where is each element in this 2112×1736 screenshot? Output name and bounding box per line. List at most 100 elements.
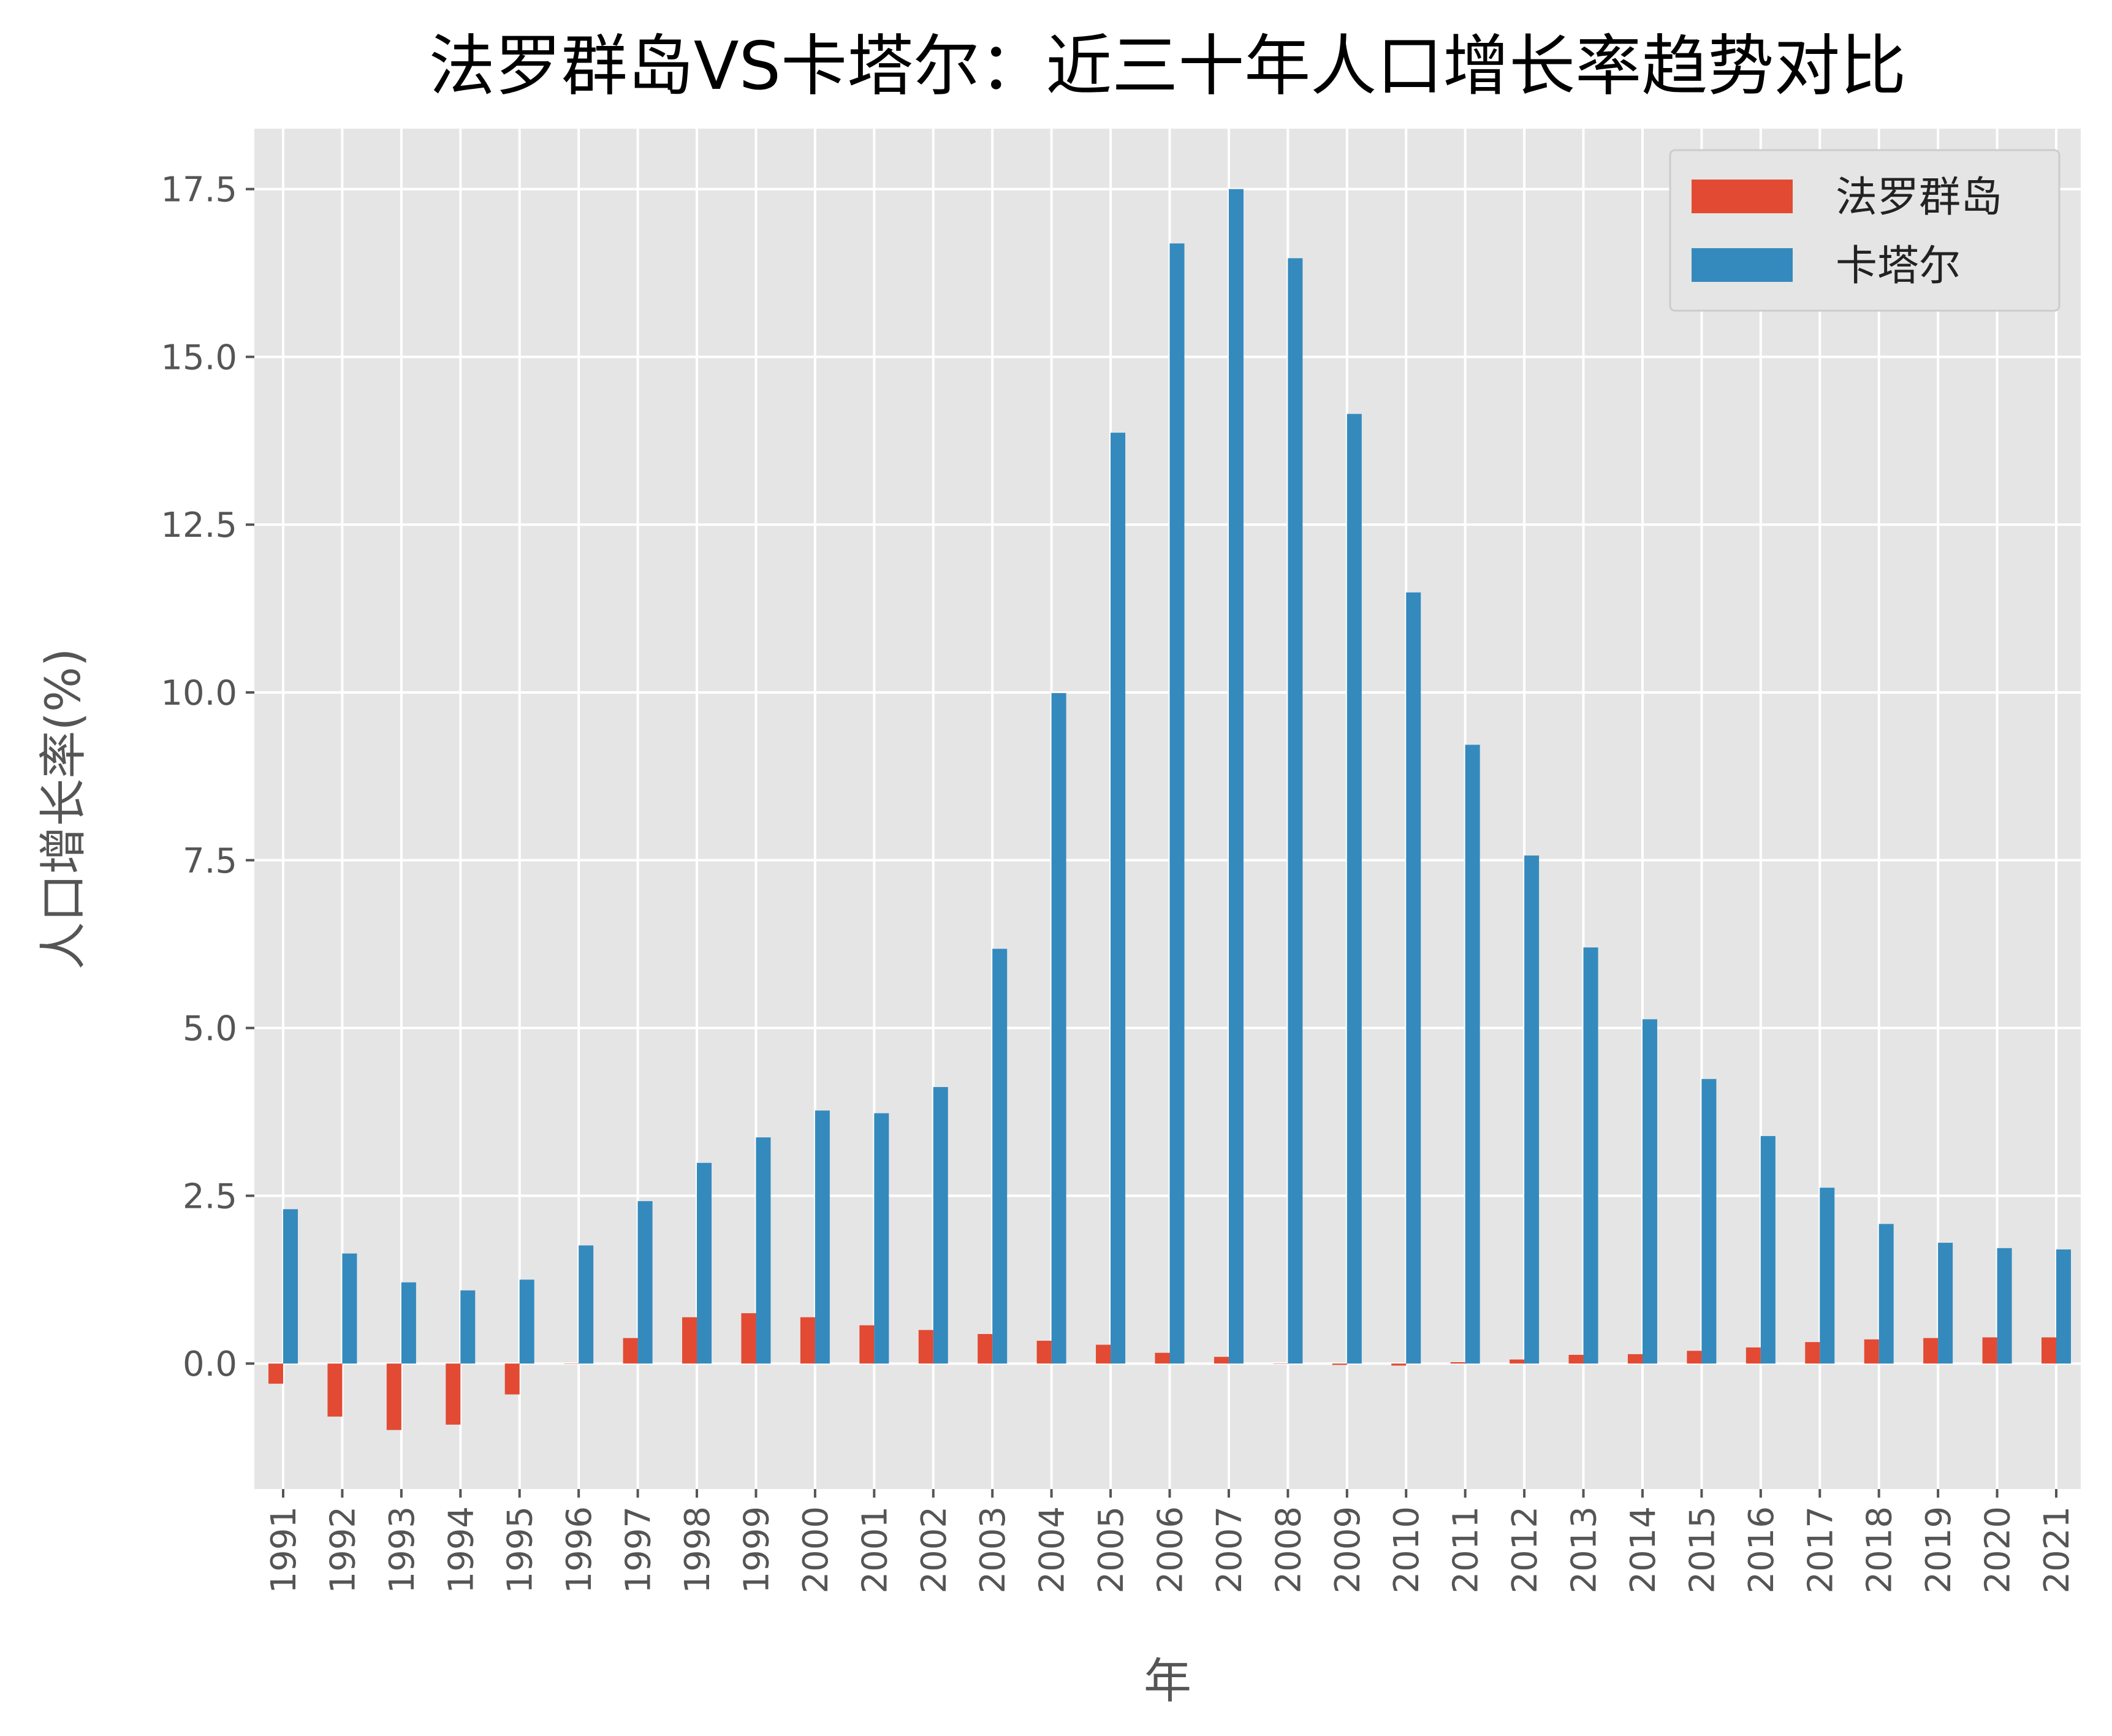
bar-faroe xyxy=(800,1317,815,1364)
y-tick-label: 17.5 xyxy=(161,170,237,210)
bar-faroe xyxy=(1982,1337,1997,1364)
legend-label-qatar: 卡塔尔 xyxy=(1836,242,1961,290)
bar-faroe xyxy=(386,1363,401,1430)
bar-faroe xyxy=(1864,1339,1879,1364)
x-tick-label: 1996 xyxy=(560,1506,599,1594)
bar-qatar xyxy=(1465,745,1480,1364)
bar-faroe xyxy=(741,1313,756,1364)
x-tick-label: 2001 xyxy=(855,1506,895,1594)
x-tick-label: 2000 xyxy=(796,1506,836,1594)
bar-faroe xyxy=(1450,1362,1465,1364)
x-tick-label: 2015 xyxy=(1682,1506,1722,1594)
bar-qatar xyxy=(1878,1224,1894,1364)
bar-qatar xyxy=(519,1279,534,1364)
x-axis-label: 年 xyxy=(1144,1654,1191,1709)
y-tick-label: 12.5 xyxy=(161,506,237,545)
bar-faroe xyxy=(978,1334,993,1364)
bar-faroe xyxy=(1273,1363,1288,1364)
bar-faroe xyxy=(1332,1363,1347,1365)
x-tick-label: 1993 xyxy=(382,1506,422,1594)
y-tick-label: 0.0 xyxy=(183,1344,237,1384)
bar-qatar xyxy=(1760,1135,1776,1364)
y-tick-label: 5.0 xyxy=(183,1009,237,1049)
bar-qatar xyxy=(637,1201,653,1364)
x-tick-label: 2002 xyxy=(914,1506,954,1594)
bar-qatar xyxy=(1642,1019,1657,1364)
x-tick-label: 2019 xyxy=(1919,1506,1959,1594)
x-tick-label: 2008 xyxy=(1269,1506,1309,1594)
bar-faroe xyxy=(1214,1357,1229,1364)
bar-qatar xyxy=(1288,258,1303,1364)
bar-qatar xyxy=(1583,947,1598,1364)
bar-qatar xyxy=(1406,592,1421,1364)
bar-faroe xyxy=(268,1363,283,1384)
x-tick-label: 1991 xyxy=(264,1506,304,1594)
bar-faroe xyxy=(446,1363,461,1425)
x-tick-label: 2006 xyxy=(1151,1506,1191,1594)
y-tick-label: 10.0 xyxy=(161,673,237,713)
bar-qatar xyxy=(874,1113,889,1364)
x-tick-label: 2003 xyxy=(973,1506,1013,1594)
x-tick-label: 2010 xyxy=(1387,1506,1427,1594)
bar-faroe xyxy=(564,1363,579,1364)
bar-faroe xyxy=(918,1330,933,1364)
bar-faroe xyxy=(1510,1359,1525,1364)
bar-faroe xyxy=(859,1325,875,1364)
x-tick-label: 2021 xyxy=(2037,1506,2077,1594)
bar-faroe xyxy=(623,1338,638,1364)
bar-qatar xyxy=(815,1110,830,1364)
x-tick-label: 1995 xyxy=(501,1506,541,1594)
bar-faroe xyxy=(1805,1342,1820,1364)
bar-qatar xyxy=(2056,1249,2071,1364)
bars xyxy=(268,189,2071,1430)
x-tick-label: 2016 xyxy=(1742,1506,1782,1594)
bar-faroe xyxy=(1687,1351,1702,1364)
bar-qatar xyxy=(1169,243,1185,1364)
x-tick-label: 1994 xyxy=(441,1506,481,1594)
bar-faroe xyxy=(2042,1337,2056,1364)
x-tick-label: 2009 xyxy=(1328,1506,1368,1594)
chart-title: 法罗群岛VS卡塔尔：近三十年人口增长率趋势对比 xyxy=(429,28,1906,105)
x-tick-label: 2020 xyxy=(1978,1506,2018,1594)
bar-qatar xyxy=(1997,1248,2012,1364)
bar-qatar xyxy=(1820,1188,1835,1364)
bar-faroe xyxy=(682,1317,697,1364)
x-tick-label: 2017 xyxy=(1801,1506,1840,1594)
legend-label-faroe: 法罗群岛 xyxy=(1836,173,2002,222)
bar-qatar xyxy=(992,949,1008,1364)
bar-qatar xyxy=(460,1290,476,1364)
x-tick-label: 2012 xyxy=(1505,1506,1545,1594)
x-tick-label: 1999 xyxy=(737,1506,777,1594)
plot-area xyxy=(254,129,2081,1489)
x-tick-label: 2014 xyxy=(1624,1506,1663,1594)
legend: 法罗群岛 卡塔尔 xyxy=(1669,149,2061,312)
bar-qatar xyxy=(1111,433,1126,1364)
bar-qatar xyxy=(1228,189,1244,1364)
bar-qatar xyxy=(1347,414,1362,1364)
legend-swatch-faroe xyxy=(1692,180,1793,213)
x-tick-label: 2005 xyxy=(1092,1506,1131,1594)
x-tick-label: 2004 xyxy=(1033,1506,1073,1594)
bar-faroe xyxy=(1745,1347,1761,1364)
bar-qatar xyxy=(1524,855,1540,1364)
bar-qatar xyxy=(756,1137,771,1364)
bar-faroe xyxy=(1096,1344,1111,1364)
bar-faroe xyxy=(1627,1354,1643,1364)
y-axis: 0.0 2.5 5.0 7.5 10.0 12.5 15.0 17.5 xyxy=(161,170,254,1384)
x-tick-label: 1997 xyxy=(619,1506,659,1594)
x-tick-label: 2013 xyxy=(1565,1506,1605,1594)
x-tick-label: 2018 xyxy=(1860,1506,1900,1594)
y-tick-label: 2.5 xyxy=(183,1177,237,1216)
x-tick-label: 1998 xyxy=(678,1506,718,1594)
x-axis: 1991 1992 1993 1994 1995 1996 1997 1998 1999 2000… xyxy=(264,1489,2077,1594)
bar-faroe xyxy=(1155,1352,1170,1364)
bar-faroe xyxy=(327,1363,343,1417)
bar-qatar xyxy=(1051,693,1066,1364)
y-axis-label: 人口增长率(%) xyxy=(36,648,91,970)
bar-faroe xyxy=(504,1363,520,1395)
y-tick-label: 15.0 xyxy=(161,338,237,377)
legend-swatch-qatar xyxy=(1692,248,1793,282)
x-tick-label: 2011 xyxy=(1446,1506,1486,1594)
bar-qatar xyxy=(697,1162,712,1364)
